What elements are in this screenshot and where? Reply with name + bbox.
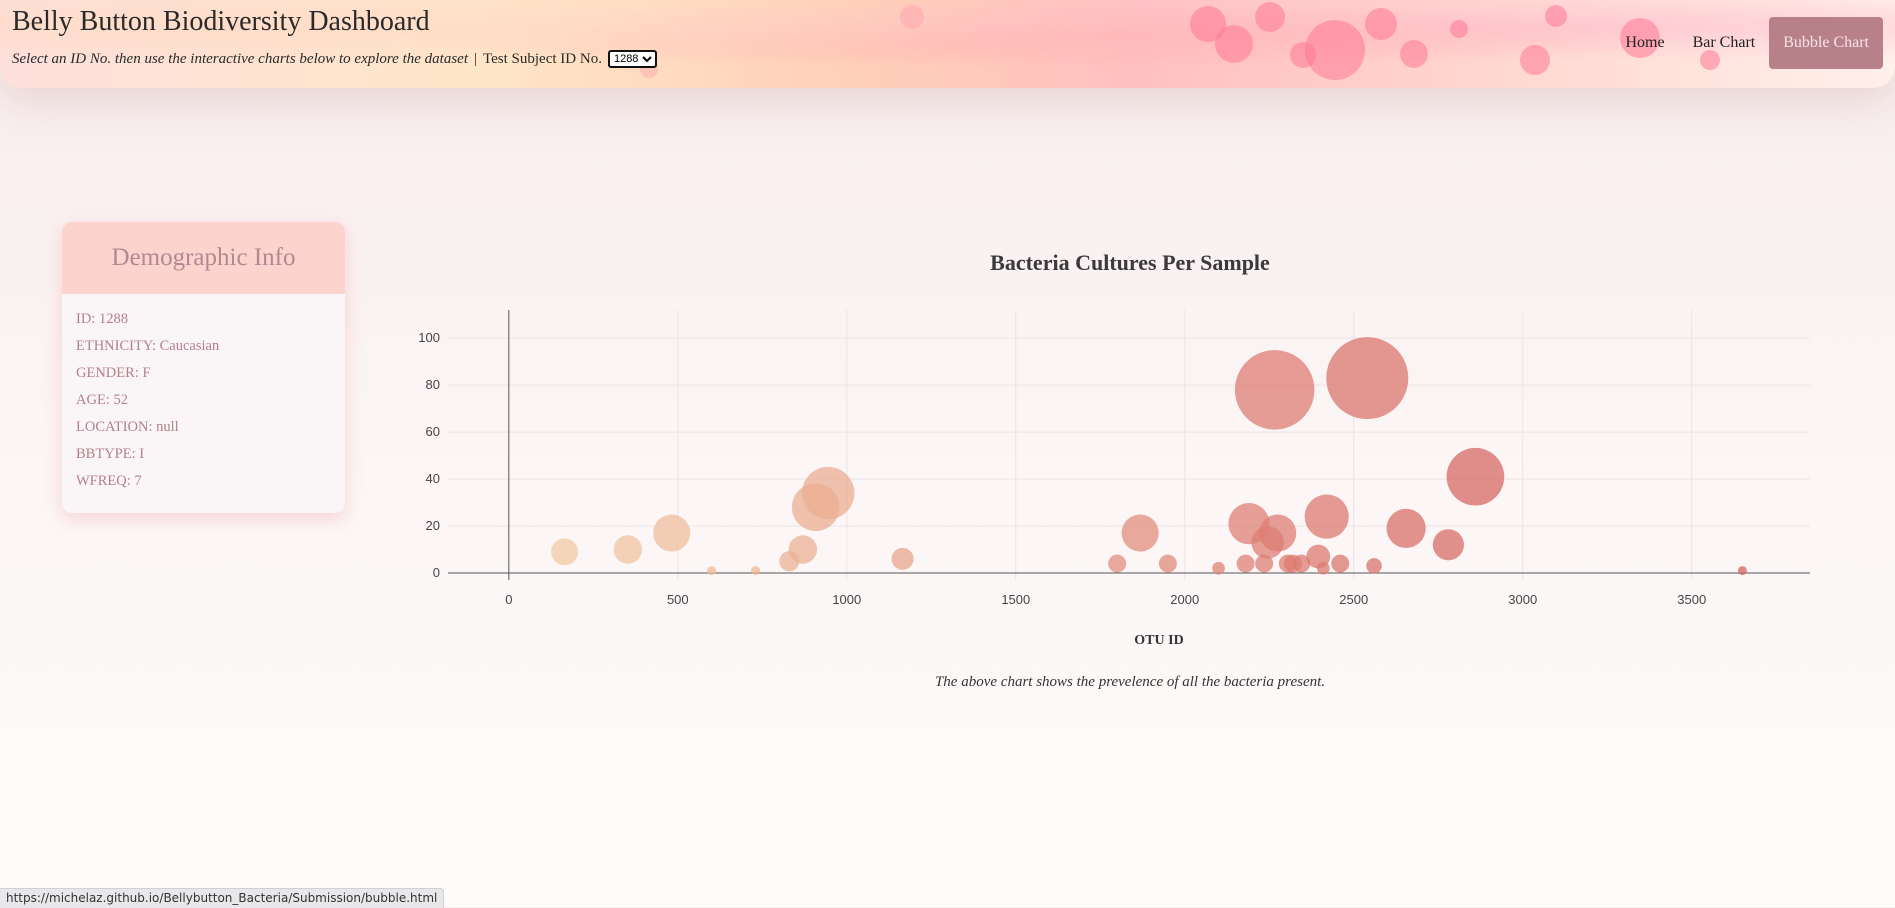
chart-title: Bacteria Cultures Per Sample <box>990 250 1270 275</box>
demographic-list: ID: 1288 ETHNICITY: Caucasian GENDER: F … <box>62 294 345 511</box>
y-tick-label: 80 <box>426 377 440 392</box>
x-tick-label: 500 <box>667 592 689 607</box>
bubble-point <box>1292 554 1311 573</box>
subject-id-select[interactable]: 1288 <box>607 50 657 68</box>
x-tick-label: 3000 <box>1508 592 1537 607</box>
header-bokeh <box>1305 20 1365 80</box>
demographic-gender: GENDER: F <box>76 365 151 381</box>
bubble-point <box>613 535 643 564</box>
bubble-point <box>1259 514 1297 552</box>
page-header: Belly Button Biodiversity Dashboard Sele… <box>0 0 1895 88</box>
bubble-chart[interactable]: 0 500 1000 1500 2000 2500 3000 3500 0 20 40 60 80 100… <box>400 300 1820 660</box>
header-bokeh <box>1255 2 1285 32</box>
bubble-point <box>1432 529 1464 561</box>
nav-bar-chart-link[interactable]: Bar Chart <box>1692 34 1756 51</box>
chart-grid <box>448 310 1810 580</box>
bubble-point <box>1304 494 1349 539</box>
x-tick-label: 2000 <box>1170 592 1199 607</box>
header-bokeh <box>1700 50 1720 70</box>
top-nav: Home Bar Chart Bubble Chart <box>1611 17 1883 69</box>
chart-caption: The above chart shows the prevelence of … <box>934 674 1326 690</box>
bubble-point <box>1121 514 1159 552</box>
header-bokeh <box>1545 5 1567 27</box>
bubble-point <box>1316 561 1330 575</box>
nav-home-link[interactable]: Home <box>1625 34 1665 51</box>
bubble-point <box>1255 554 1274 573</box>
y-tick-label: 100 <box>418 330 440 345</box>
bubble-point <box>1446 447 1505 506</box>
header-bokeh <box>1400 40 1428 68</box>
x-tick-label: 1000 <box>832 592 861 607</box>
demographic-ethnicity: ETHNICITY: Caucasian <box>76 338 220 354</box>
demographic-card: Demographic Info ID: 1288 ETHNICITY: Cau… <box>62 222 345 513</box>
subject-id-label: Test Subject ID No. <box>483 50 602 67</box>
bubble-point <box>801 466 855 520</box>
header-bokeh <box>1365 8 1397 40</box>
bubble-point <box>1236 554 1255 573</box>
bubble-point <box>1331 554 1350 573</box>
bubble-point <box>788 535 818 564</box>
bubble-point <box>1234 350 1315 430</box>
bubble-point <box>1108 554 1127 573</box>
header-separator: | <box>474 50 478 67</box>
demographic-id: ID: 1288 <box>76 311 128 327</box>
y-tick-label: 60 <box>426 424 440 439</box>
bubble-point <box>1386 508 1426 548</box>
demographic-age: AGE: 52 <box>76 392 128 408</box>
header-bokeh <box>1215 25 1253 63</box>
x-tick-label: 2500 <box>1339 592 1368 607</box>
header-bokeh <box>1450 20 1468 38</box>
header-bokeh <box>1620 18 1660 58</box>
x-tick-label: 1500 <box>1001 592 1030 607</box>
bubble-point <box>891 547 914 570</box>
header-bokeh <box>900 5 924 29</box>
header-bokeh <box>1520 45 1550 75</box>
x-tick-label: 0 <box>505 592 512 607</box>
bubble-point <box>1366 558 1382 574</box>
bubble-point <box>707 566 717 576</box>
x-tick-label: 3500 <box>1677 592 1706 607</box>
header-subtitle-row: Select an ID No. then use the interactiv… <box>12 50 657 68</box>
x-axis-title: OTU ID <box>1134 633 1183 648</box>
header-instructions: Select an ID No. then use the interactiv… <box>12 50 468 67</box>
nav-bubble-chart-link[interactable]: Bubble Chart <box>1769 17 1883 69</box>
demographic-location: LOCATION: null <box>76 419 179 435</box>
bubble-point <box>1158 554 1177 573</box>
bubble-point <box>1326 337 1409 420</box>
demographic-bbtype: BBTYPE: I <box>76 446 145 462</box>
bubble-point <box>751 566 761 576</box>
demographic-title: Demographic Info <box>62 222 345 294</box>
bubble-point <box>1212 561 1225 575</box>
bubble-point <box>551 538 579 566</box>
chart-axes <box>448 310 1810 580</box>
page-title: Belly Button Biodiversity Dashboard <box>12 6 430 37</box>
status-bar-url: https://michelaz.github.io/Bellybutton_B… <box>0 888 445 908</box>
chart-bubbles <box>551 337 1747 576</box>
y-tick-label: 0 <box>433 565 440 580</box>
y-tick-label: 40 <box>426 471 440 486</box>
chart-tick-labels: 0 500 1000 1500 2000 2500 3000 3500 0 20 40 60 80 100… <box>418 330 1706 648</box>
y-tick-label: 20 <box>426 518 440 533</box>
demographic-wfreq: WFREQ: 7 <box>76 473 142 489</box>
bubble-point <box>1737 566 1747 576</box>
bubble-point <box>653 514 691 552</box>
